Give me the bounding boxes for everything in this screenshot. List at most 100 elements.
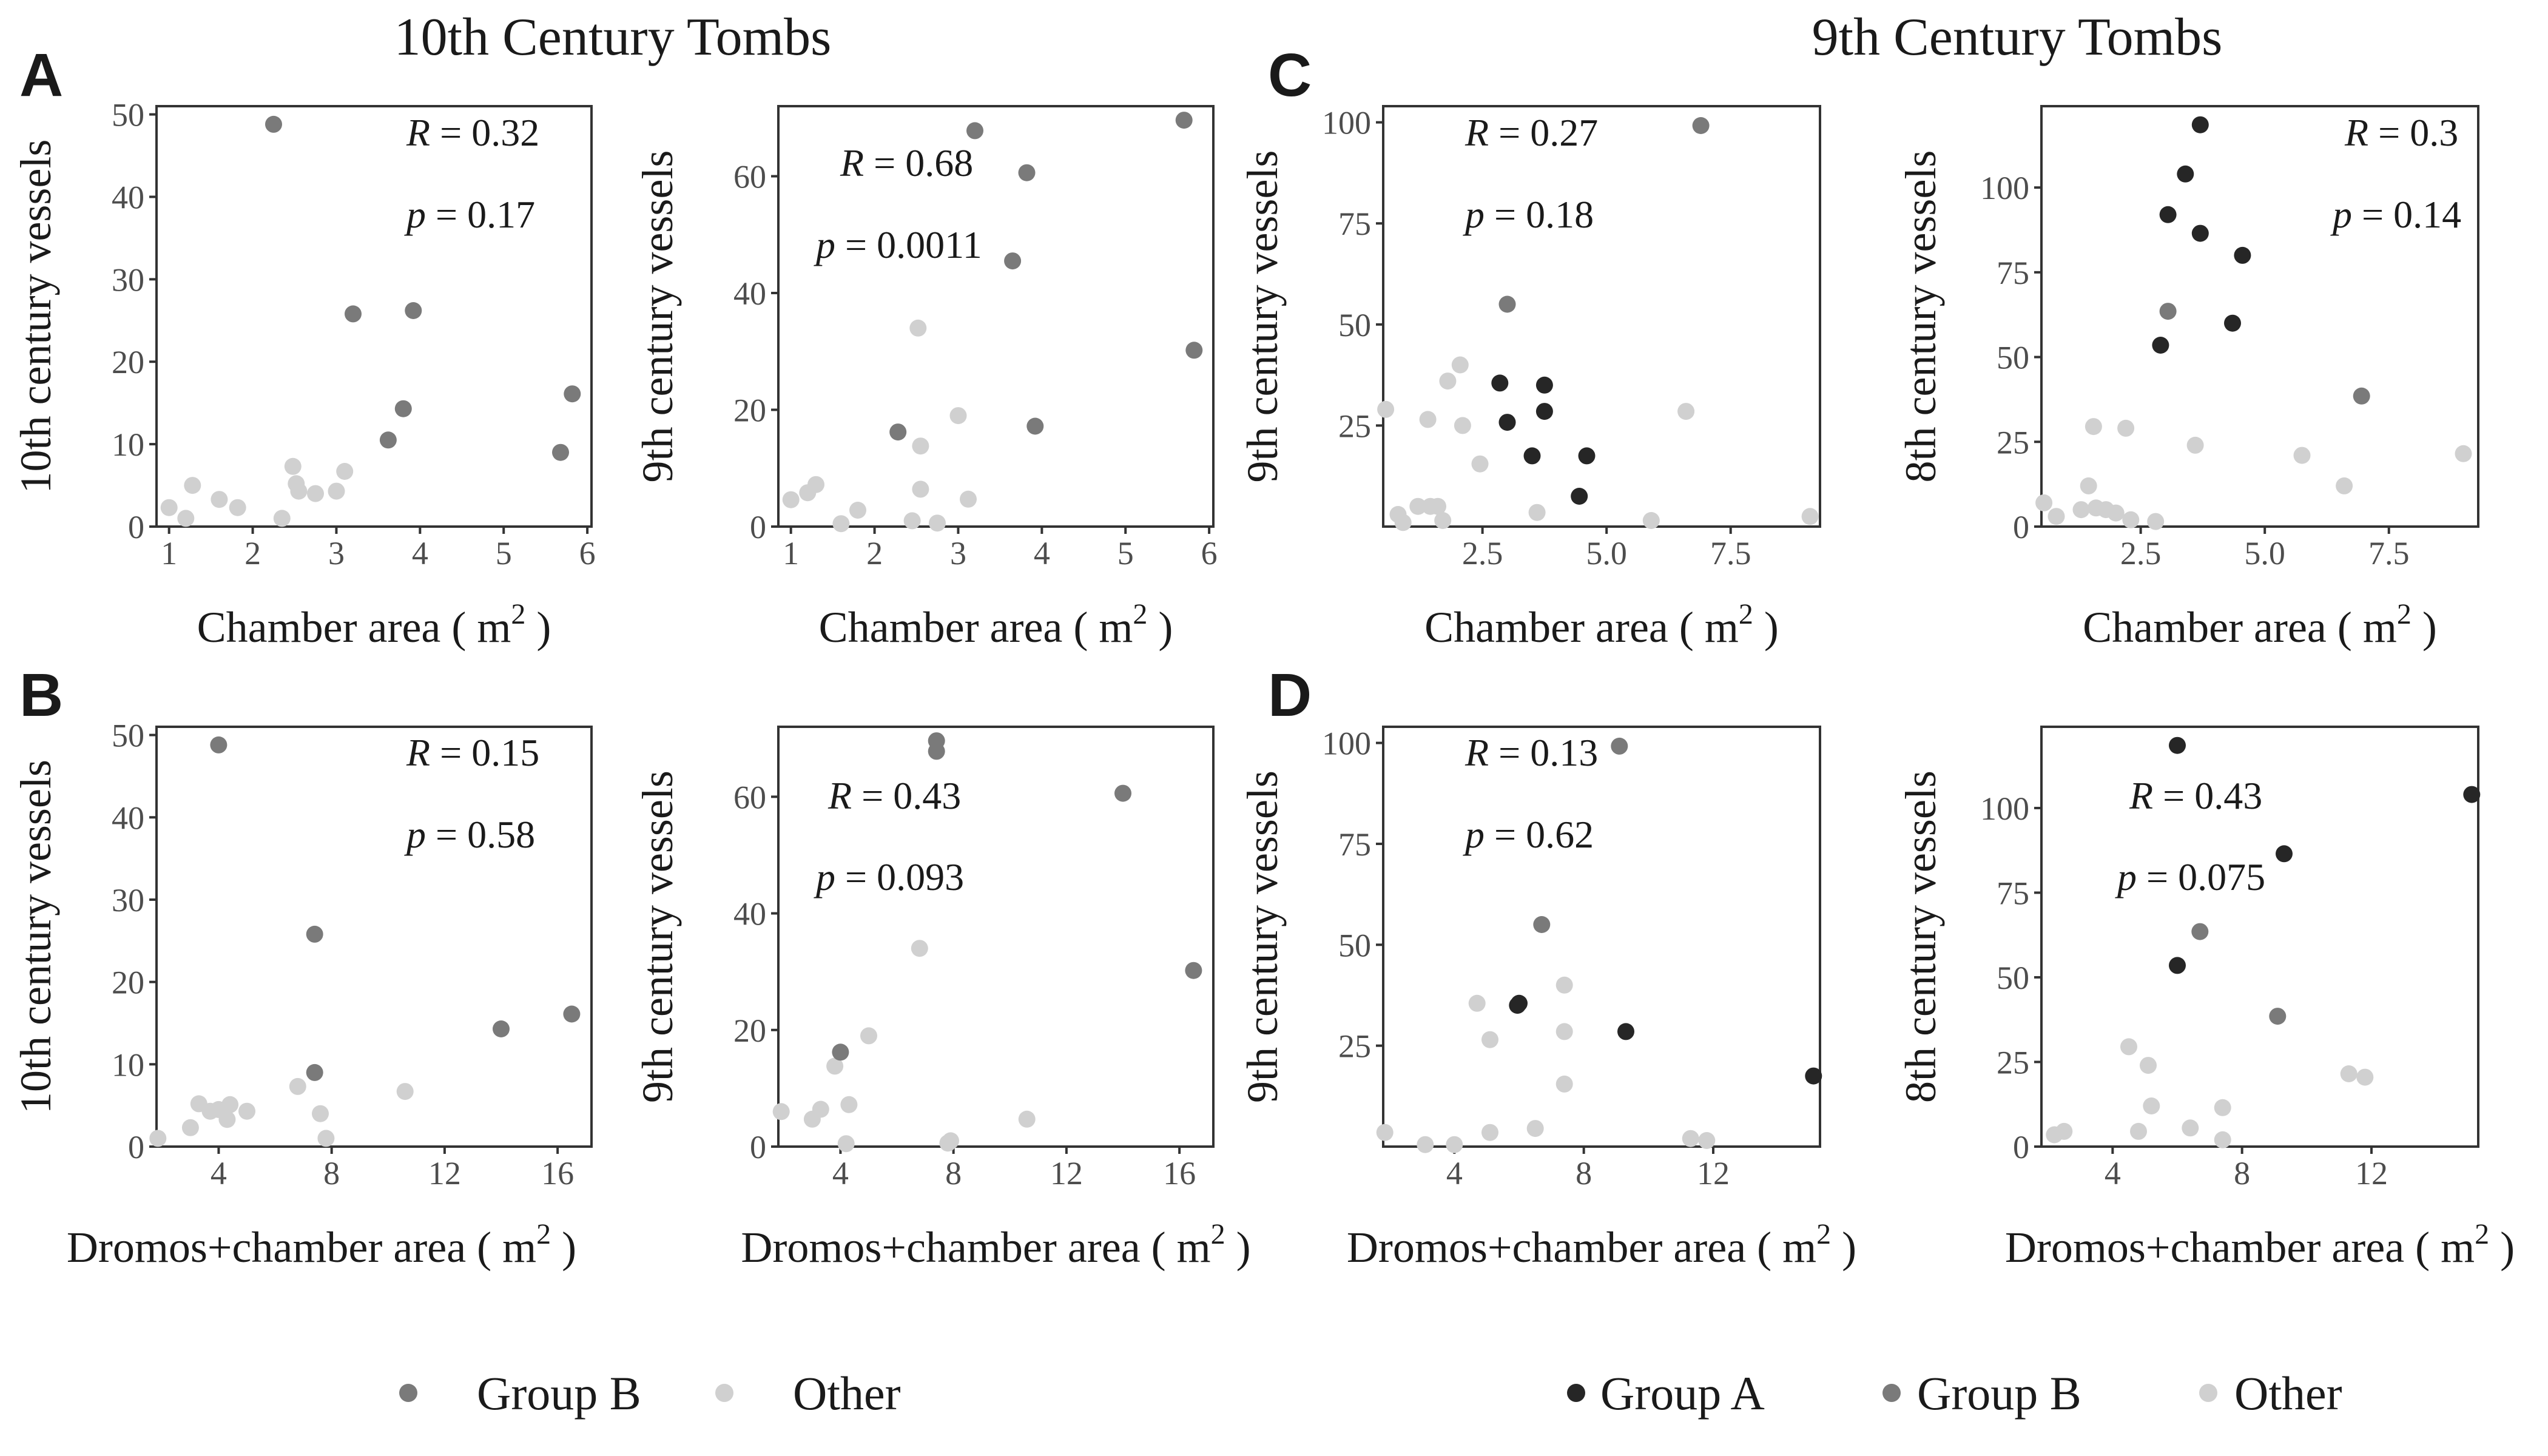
point-other: [336, 463, 354, 480]
x-tick-label: 4: [1446, 1155, 1463, 1191]
point-group-b: [1114, 784, 1131, 802]
point-other: [181, 1119, 199, 1136]
x-tick-label: 1: [783, 535, 799, 571]
x-tick-label: 16: [541, 1155, 574, 1191]
scatter-panel-c2: 2.5 5.0 7.5 0 25 50 75 100 Chamber area ( m2 ) 8t…: [1896, 105, 2479, 652]
point-other: [1698, 1132, 1716, 1149]
point-group-a: [2224, 314, 2241, 332]
point-group-a: [1805, 1067, 1822, 1085]
point-other: [929, 514, 946, 532]
y-tick-label: 50: [1997, 340, 2029, 376]
panel-letter-b: B: [19, 661, 63, 729]
point-other: [2055, 1122, 2073, 1140]
point-group-a: [1491, 374, 1509, 392]
point-other: [912, 437, 929, 455]
point-other: [2080, 477, 2097, 494]
plot-frame: [155, 726, 593, 1148]
point-group-a: [2152, 337, 2169, 354]
y-axis-title: 10th century vessels: [12, 140, 60, 494]
x-tick-label: 8: [323, 1155, 340, 1191]
y-axis-title: 8th century vessels: [1896, 770, 1945, 1103]
x-axis-title: Dromos+chamber area ( m2 ): [67, 1218, 576, 1272]
point-other: [826, 1057, 844, 1075]
x-tick-label: 12: [2355, 1155, 2388, 1191]
y-axis-title: 9th century vessels: [633, 770, 682, 1103]
point-other: [229, 499, 246, 516]
point-other: [1471, 455, 1489, 473]
legend-label-group-b: Group B: [1917, 1367, 2081, 1420]
point-other: [772, 1103, 790, 1121]
p-value-label: p = 0.14: [2330, 193, 2461, 236]
legend-swatch-group-b: [1882, 1384, 1901, 1402]
x-tick-label: 5: [496, 535, 512, 571]
x-tick-label: 2.5: [1462, 535, 1503, 571]
x-axis-title: Chamber area ( m2 ): [2083, 598, 2437, 652]
point-group-b: [552, 443, 569, 461]
point-group-b: [928, 743, 945, 760]
point-other: [1555, 1075, 1573, 1093]
scatter-panel-b1: 4 8 12 16 0 10 20 30 40 50 Dromos+chamber area ( m…: [12, 718, 593, 1272]
point-group-b: [345, 305, 362, 323]
point-other: [2455, 445, 2472, 462]
point-group-a: [2191, 224, 2209, 242]
legend-label-other: Other: [2234, 1367, 2342, 1420]
point-other: [218, 1111, 236, 1128]
x-tick-label: 8: [945, 1155, 962, 1191]
point-other: [2293, 447, 2311, 464]
point-other: [307, 485, 324, 502]
y-tick-label: 100: [1322, 105, 1371, 141]
point-group-a: [1617, 1023, 1634, 1040]
point-group-b: [306, 925, 323, 943]
y-tick-label: 100: [1980, 790, 2029, 827]
point-other: [949, 407, 967, 425]
p-value-label: p = 0.17: [404, 193, 535, 236]
point-group-b: [1004, 252, 1022, 270]
x-tick-label: 16: [1163, 1155, 1196, 1191]
x-tick-label: 7.5: [2368, 535, 2410, 571]
legend-swatch-group-b: [399, 1384, 417, 1402]
point-other: [160, 499, 178, 516]
point-other: [396, 1083, 414, 1100]
y-tick-label: 40: [733, 896, 766, 932]
y-tick-label: 30: [112, 882, 144, 918]
x-tick-label: 8: [2234, 1155, 2250, 1191]
x-tick-label: 2: [866, 535, 883, 571]
y-tick-label: 25: [1997, 1044, 2029, 1080]
point-group-b: [2191, 923, 2209, 940]
p-value-label: p = 0.62: [1463, 813, 1594, 856]
point-other: [1018, 1110, 1036, 1128]
y-axis-title: 9th century vessels: [1238, 150, 1287, 483]
legend-label-group-b: Group B: [477, 1367, 641, 1420]
point-other: [2048, 508, 2065, 525]
point-other: [849, 502, 866, 519]
y-axis-title: 10th century vessels: [12, 760, 60, 1114]
correlation-r-label: R = 0.27: [1464, 111, 1598, 154]
plot-frame: [2040, 726, 2479, 1148]
x-tick-label: 6: [1201, 535, 1218, 571]
correlation-r-label: R = 0.32: [406, 111, 539, 154]
plot-frame: [1382, 105, 1821, 528]
x-tick-label: 12: [1050, 1155, 1083, 1191]
y-tick-label: 0: [128, 509, 144, 545]
point-other: [1417, 1136, 1434, 1153]
y-tick-label: 75: [1338, 206, 1371, 242]
point-other: [2214, 1099, 2231, 1116]
legend-swatch-group-a: [1567, 1384, 1585, 1402]
point-other: [2107, 504, 2125, 522]
y-tick-label: 25: [1338, 408, 1371, 444]
point-other: [1454, 417, 1471, 434]
point-group-b: [379, 431, 397, 449]
y-tick-label: 20: [112, 965, 144, 1001]
y-tick-label: 0: [750, 509, 766, 545]
point-other: [1481, 1124, 1498, 1141]
point-group-b: [1026, 417, 1044, 435]
point-other: [812, 1100, 829, 1118]
point-group-b: [966, 122, 983, 140]
x-tick-label: 4: [1034, 535, 1050, 571]
point-group-b: [563, 1005, 581, 1023]
legend-right: Group A Group B Other: [1567, 1367, 2342, 1420]
point-other: [1376, 1124, 1394, 1141]
point-group-a: [1523, 447, 1541, 465]
point-other: [2072, 501, 2090, 519]
